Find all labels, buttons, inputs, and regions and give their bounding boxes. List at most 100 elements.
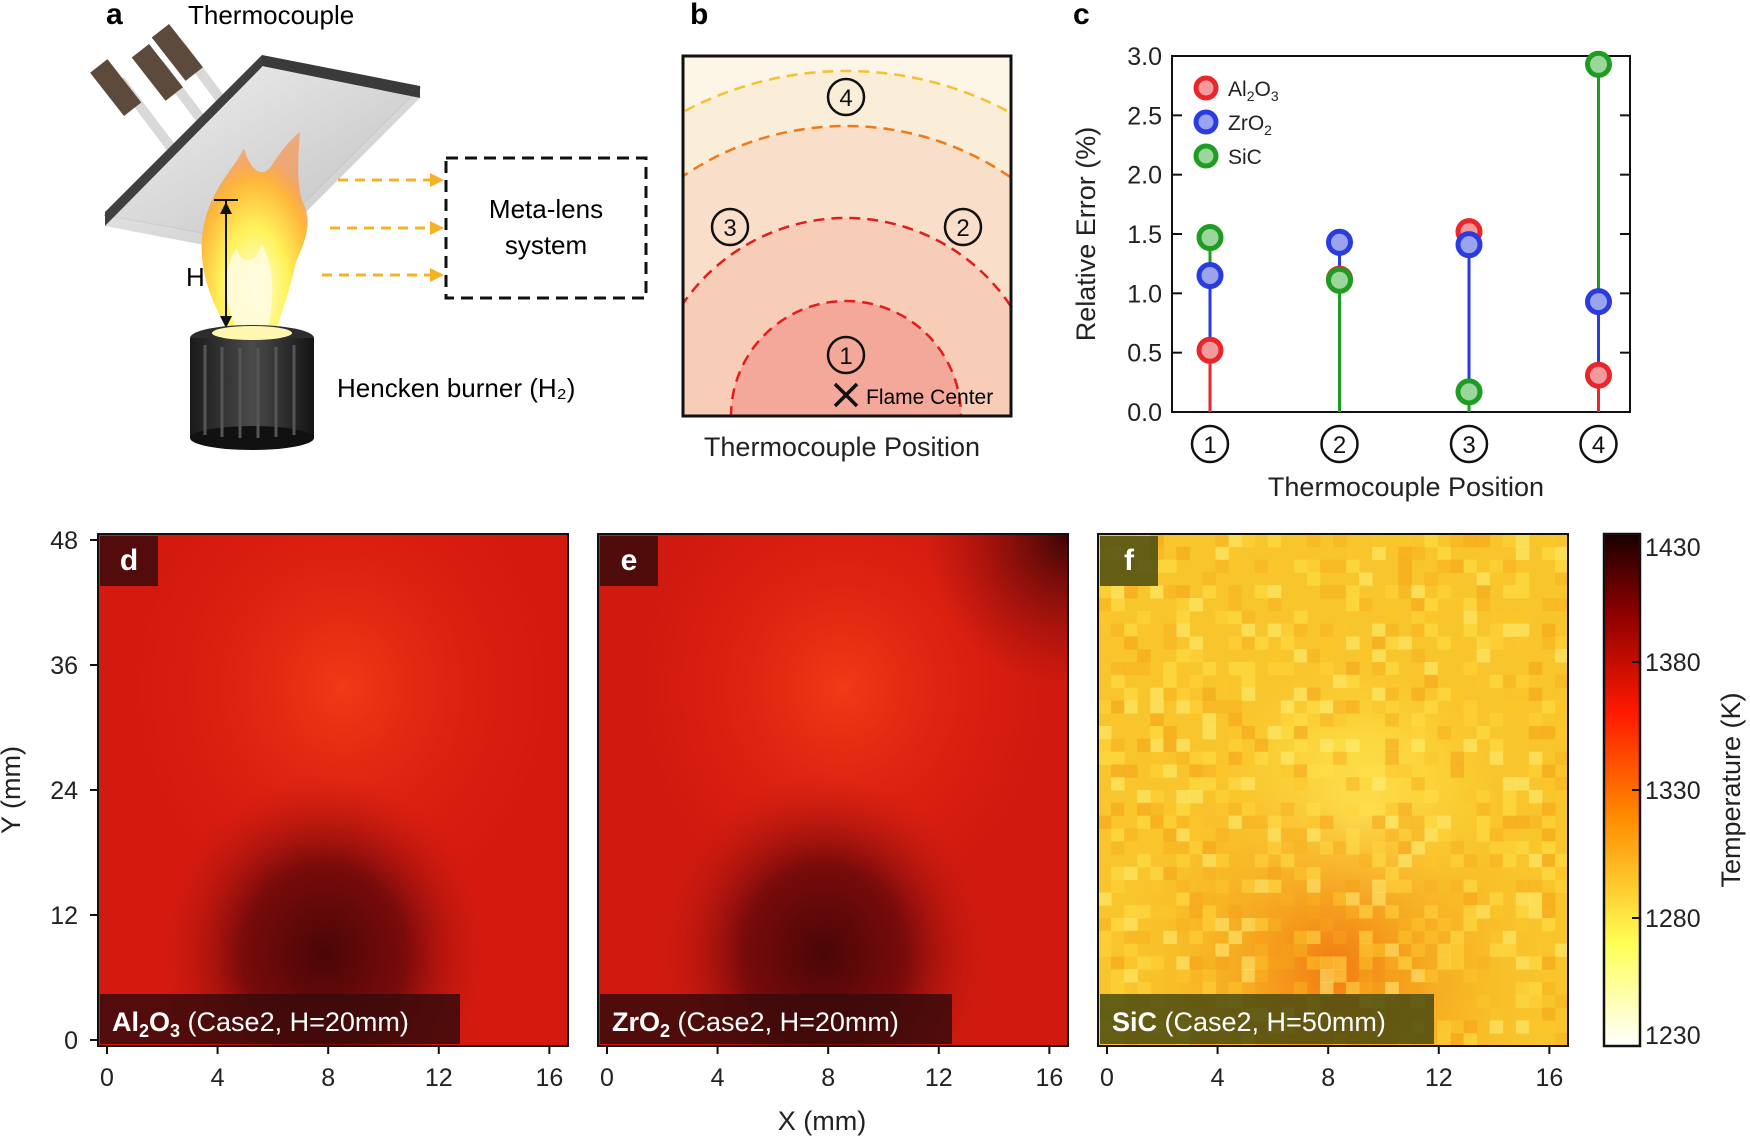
panel-e-title-badge bbox=[600, 994, 952, 1044]
y-tick-label: 1.5 bbox=[1127, 221, 1162, 249]
heatmap-x-tick-label: 16 bbox=[1035, 1064, 1063, 1092]
heatmap-y-tick-label: 48 bbox=[50, 527, 78, 555]
x-tick-circle bbox=[1320, 424, 1359, 464]
heatmap-ylabel: Y (mm) bbox=[0, 746, 26, 834]
heatmap-x-tick-label: 4 bbox=[711, 1064, 725, 1092]
y-tick-label: 1.0 bbox=[1127, 280, 1162, 308]
heatmap-x-tick-label: 12 bbox=[425, 1064, 453, 1092]
metalens-line1: Meta-lens bbox=[489, 194, 603, 224]
position-marker-2: 2 bbox=[943, 207, 983, 247]
panel-c-ylabel: Relative Error (%) bbox=[1071, 127, 1101, 342]
panel-f-letter: f bbox=[1124, 544, 1135, 577]
panel-c-letter: c bbox=[1073, 0, 1090, 31]
heatmap-y-tick-label: 12 bbox=[50, 902, 78, 930]
heatmap-d: d Al2O3 (Case2, H=20mm) bbox=[97, 533, 569, 1047]
panel-f-title: SiC (Case2, H=50mm) bbox=[1112, 1007, 1386, 1037]
y-tick-label: 2.0 bbox=[1127, 162, 1162, 190]
legend-marker bbox=[1193, 109, 1219, 135]
x-tick-circle bbox=[1190, 424, 1230, 464]
colorbar-tick-label: 1330 bbox=[1645, 777, 1701, 805]
height-label: H bbox=[186, 262, 205, 292]
heatmap-y-tick-label: 24 bbox=[50, 777, 78, 805]
svg-text:3: 3 bbox=[723, 215, 736, 242]
panel-e-letter: e bbox=[621, 544, 638, 577]
position-marker-3: 3 bbox=[710, 207, 750, 247]
panel-c-xlabel: Thermocouple Position bbox=[1268, 472, 1544, 502]
x-tick-circle bbox=[1579, 424, 1618, 464]
data-point bbox=[1585, 50, 1612, 78]
legend-label: Al2O3 bbox=[1228, 78, 1279, 104]
position-marker-1: 1 bbox=[826, 335, 866, 375]
heatmap-x-tick-label: 8 bbox=[321, 1064, 335, 1092]
heatmap-x-tick-label: 0 bbox=[100, 1064, 114, 1092]
ceramic-plate-icon bbox=[103, 55, 422, 256]
panel-e-title: ZrO2 (Case2, H=20mm) bbox=[612, 1007, 899, 1041]
data-point bbox=[1196, 262, 1224, 290]
panel-a-letter: a bbox=[106, 0, 123, 31]
heatmap-y-tick-label: 36 bbox=[50, 652, 78, 680]
data-point bbox=[1455, 231, 1483, 259]
svg-text:1: 1 bbox=[839, 343, 852, 370]
heatmap-x-tick-label: 0 bbox=[1100, 1064, 1114, 1092]
heatmap-x-tick-label: 8 bbox=[1321, 1064, 1335, 1092]
light-path-arrows bbox=[322, 173, 444, 282]
heatmap-y-tick-label: 0 bbox=[64, 1027, 78, 1055]
plate-map-frame bbox=[681, 54, 1013, 418]
heatmap-e: e ZrO2 (Case2, H=20mm) bbox=[597, 533, 1069, 1047]
svg-text:2: 2 bbox=[956, 215, 969, 242]
colorbar-label: Temperature (K) bbox=[1716, 692, 1746, 887]
x-tick-label: 3 bbox=[1462, 432, 1475, 459]
y-tick-label: 2.5 bbox=[1127, 102, 1162, 130]
x-tick-label: 4 bbox=[1592, 432, 1605, 459]
panel-c-chart: c 0.0 0.5 1.0 1.5 2.0 2.5 3.0 1 2 3 4 Al2O3 ZrO2 Si… bbox=[1071, 0, 1631, 502]
heatmap-x-tick-label: 4 bbox=[211, 1064, 225, 1092]
panel-b: b 4 3 2 1 bbox=[681, 0, 1013, 462]
data-point bbox=[1326, 228, 1353, 256]
legend-label: ZrO2 bbox=[1228, 112, 1272, 138]
legend-marker bbox=[1193, 75, 1219, 101]
heatmap-x-tick-label: 16 bbox=[1535, 1064, 1563, 1092]
legend-marker bbox=[1193, 143, 1219, 169]
panel-b-xlabel: Thermocouple Position bbox=[704, 432, 980, 462]
panel-d-letter-badge bbox=[100, 536, 158, 586]
flame-center-cross-icon bbox=[833, 382, 859, 408]
hencken-burner-icon bbox=[190, 325, 314, 450]
data-point bbox=[1585, 288, 1612, 316]
metalens-line2: system bbox=[505, 230, 587, 260]
panel-d-title: Al2O3 (Case2, H=20mm) bbox=[112, 1007, 409, 1041]
x-tick-label: 2 bbox=[1333, 432, 1346, 459]
colorbar-tick-label: 1430 bbox=[1645, 534, 1701, 562]
panel-f-letter-badge bbox=[1100, 536, 1158, 586]
metalens-system-box bbox=[444, 156, 648, 300]
x-tick-circle bbox=[1449, 424, 1489, 464]
y-tick-label: 3.0 bbox=[1127, 43, 1162, 71]
colorbar-tick-label: 1380 bbox=[1645, 649, 1701, 677]
data-point bbox=[1196, 336, 1224, 364]
heatmap-x-tick-label: 4 bbox=[1211, 1064, 1225, 1092]
svg-text:4: 4 bbox=[839, 85, 852, 112]
heatmap-x-tick-label: 16 bbox=[535, 1064, 563, 1092]
temperature-colorbar: 1430 1380 1330 1280 1230 Temperature (K) bbox=[1602, 532, 1746, 1050]
heatmap-f: f SiC (Case2, H=50mm) bbox=[1097, 533, 1569, 1047]
colorbar-tick-label: 1280 bbox=[1645, 905, 1701, 933]
data-point bbox=[1455, 378, 1483, 406]
panel-e-letter-badge bbox=[600, 536, 658, 586]
burner-label: Hencken burner (H₂) bbox=[337, 373, 575, 403]
colorbar-tick-label: 1230 bbox=[1645, 1022, 1701, 1050]
panel-a: a Thermocouple bbox=[90, 0, 648, 450]
panel-d-letter: d bbox=[120, 544, 138, 577]
data-point bbox=[1326, 266, 1353, 294]
heatmap-x-tick-label: 12 bbox=[925, 1064, 953, 1092]
panel-c-plot-frame bbox=[1171, 55, 1631, 413]
x-tick-label: 1 bbox=[1203, 432, 1216, 459]
heatmap-x-tick-label: 8 bbox=[821, 1064, 835, 1092]
heatmap-xlabel: X (mm) bbox=[778, 1106, 866, 1136]
heatmap-x-tick-label: 0 bbox=[600, 1064, 614, 1092]
panel-b-letter: b bbox=[690, 0, 708, 31]
data-point bbox=[1196, 224, 1224, 252]
y-tick-label: 0.5 bbox=[1127, 340, 1162, 368]
legend-label: SiC bbox=[1228, 146, 1262, 169]
flame-icon bbox=[201, 132, 308, 330]
position-marker-4: 4 bbox=[826, 77, 866, 117]
